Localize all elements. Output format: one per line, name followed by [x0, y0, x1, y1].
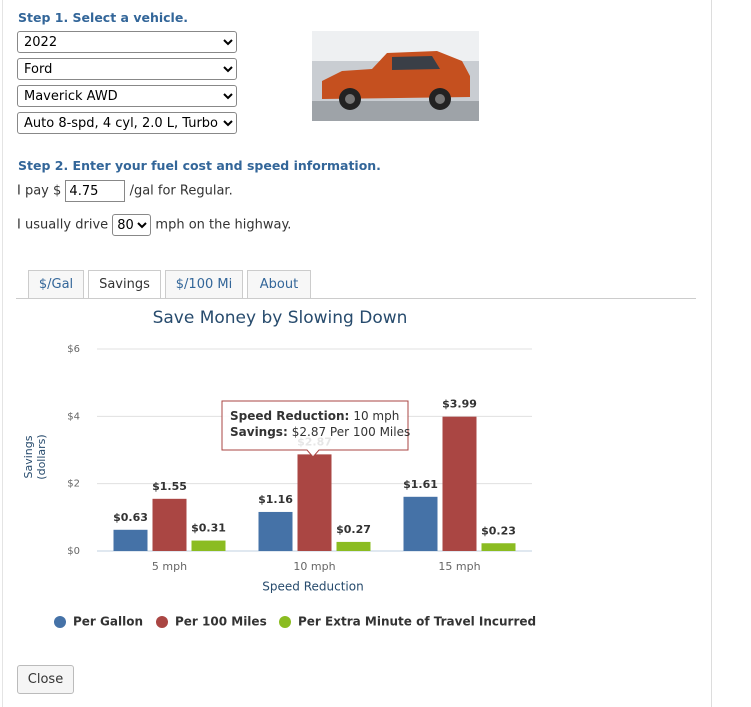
- tooltip-text: $2.87 Per 100 Miles: [292, 425, 410, 439]
- legend-label: Per Extra Minute of Travel Incurred: [298, 615, 536, 629]
- y-axis-label-line: Savings: [22, 435, 35, 478]
- model-select[interactable]: Maverick AWD: [17, 85, 237, 107]
- price-suffix: /gal for Regular.: [129, 183, 233, 199]
- y-axis-label: Savings(dollars): [22, 434, 48, 479]
- bar: [297, 454, 332, 551]
- speed-suffix: mph on the highway.: [155, 217, 292, 233]
- chart-title: Save Money by Slowing Down: [153, 308, 408, 328]
- y-tick-label: $4: [67, 411, 80, 422]
- tab[interactable]: $/100 Mi: [165, 270, 243, 298]
- price-input[interactable]: [65, 180, 126, 202]
- step1-title: Step 1. Select a vehicle.: [18, 10, 189, 25]
- tab[interactable]: $/Gal: [28, 270, 84, 298]
- value-label: $3.99: [442, 398, 477, 411]
- x-tick-label: 15 mph: [438, 560, 480, 573]
- legend-label: Per 100 Miles: [175, 615, 267, 629]
- value-label: $0.63: [113, 511, 148, 524]
- vehicle-image: [312, 31, 479, 121]
- price-prefix: I pay $: [17, 183, 62, 199]
- legend-marker: [156, 616, 168, 628]
- bar: [258, 511, 293, 551]
- legend-marker: [54, 616, 66, 628]
- x-tick-label: 10 mph: [293, 560, 335, 573]
- tooltip-text: 10 mph: [353, 409, 399, 423]
- chart: Save Money by Slowing Down Speed Reducti…: [22, 308, 536, 629]
- tooltip-line: Speed Reduction: 10 mph: [230, 409, 399, 423]
- y-tick-label: $2: [67, 479, 80, 490]
- speed-row: I usually drive 80 mph on the highway.: [17, 214, 291, 237]
- bar: [152, 498, 187, 551]
- bar: [403, 496, 438, 551]
- tab-divider: [16, 298, 696, 299]
- tab[interactable]: About: [247, 270, 311, 298]
- bar: [336, 541, 371, 551]
- year-select[interactable]: 2022: [17, 31, 237, 53]
- y-tick-label: $0: [67, 546, 80, 557]
- legend-marker: [279, 616, 291, 628]
- frame: [2, 0, 712, 707]
- price-row: I pay $ /gal for Regular.: [17, 180, 233, 203]
- speed-prefix: I usually drive: [17, 217, 109, 233]
- y-axis-label-line: (dollars): [35, 434, 48, 479]
- tab-active[interactable]: Savings: [88, 270, 161, 299]
- value-label: $1.55: [152, 480, 187, 493]
- make-select[interactable]: Ford: [17, 58, 237, 80]
- close-button[interactable]: Close: [17, 665, 74, 694]
- tooltip-line: Savings: $2.87 Per 100 Miles: [230, 425, 410, 439]
- legend-label: Per Gallon: [73, 615, 143, 629]
- tooltip-label: Savings:: [230, 425, 288, 439]
- x-axis-label: Speed Reduction: [262, 580, 363, 594]
- bar: [191, 540, 226, 551]
- value-label: $1.16: [258, 493, 293, 506]
- value-label: $0.31: [191, 522, 226, 535]
- tooltip-box: [221, 400, 409, 458]
- bar: [481, 543, 516, 551]
- y-tick-label: $6: [67, 344, 80, 355]
- value-label: $0.23: [481, 524, 516, 537]
- bar: [442, 416, 477, 551]
- bar: [113, 529, 148, 551]
- tooltip-label: Speed Reduction:: [230, 409, 349, 423]
- step2-title: Step 2. Enter your fuel cost and speed i…: [18, 158, 381, 173]
- speed-select[interactable]: 80: [112, 214, 152, 236]
- engine-select[interactable]: Auto 8-spd, 4 cyl, 2.0 L, Turbo: [17, 112, 237, 134]
- x-tick-label: 5 mph: [152, 560, 187, 573]
- value-label: $0.27: [336, 523, 371, 536]
- value-label: $1.61: [403, 478, 438, 491]
